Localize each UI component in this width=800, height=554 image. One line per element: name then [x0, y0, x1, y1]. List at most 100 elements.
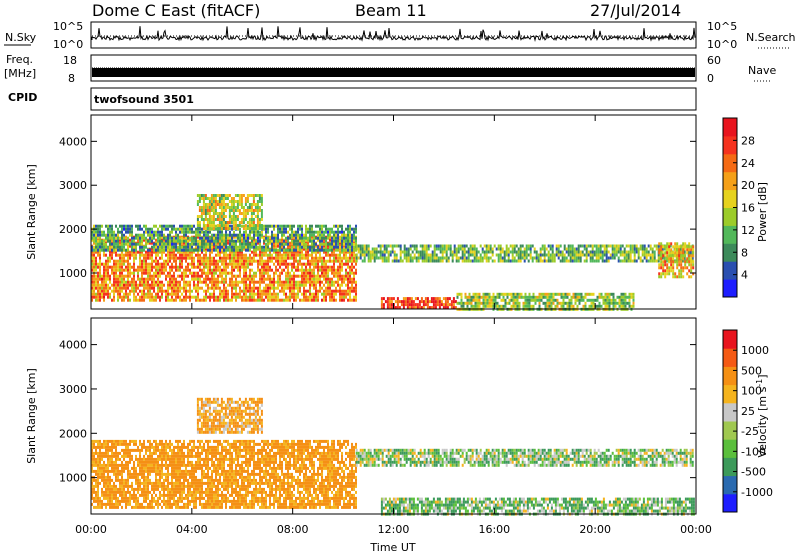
power-cell [267, 236, 269, 240]
power-cell [129, 233, 131, 237]
power-cell [478, 304, 481, 308]
power-cell [275, 280, 277, 284]
power-cell [157, 280, 159, 284]
power-cell [250, 206, 253, 209]
power-cell [409, 247, 412, 251]
power-cell [560, 292, 563, 296]
power-cell [208, 212, 211, 215]
power-cell [299, 259, 301, 263]
power-cell [399, 253, 402, 257]
power-cell [649, 256, 652, 260]
power-cell [299, 283, 301, 287]
power-cell [471, 250, 474, 254]
power-cell [117, 280, 119, 284]
power-cell [255, 242, 257, 246]
power-cell [238, 200, 241, 203]
power-cell [259, 298, 261, 302]
power-cell [234, 209, 237, 212]
power-cell [198, 206, 201, 209]
power-cell [229, 283, 231, 287]
power-cell [639, 244, 642, 248]
power-cell [261, 235, 263, 239]
power-cell [595, 244, 598, 248]
power-cell [289, 286, 291, 290]
power-cell [187, 248, 189, 252]
power-cell [109, 274, 111, 278]
power-cell [239, 259, 241, 263]
power-cell [279, 256, 281, 260]
power-cell [386, 297, 389, 301]
power-cell [573, 247, 576, 251]
power-cell [117, 286, 119, 290]
power-cell [209, 268, 211, 272]
power-cell [559, 244, 562, 248]
power-cell [321, 256, 323, 260]
power-cell [341, 292, 343, 296]
power-cell [252, 200, 255, 203]
power-cell [95, 268, 97, 272]
power-cell [660, 242, 663, 246]
power-cell [193, 242, 195, 246]
power-cell [490, 298, 493, 302]
power-cell [457, 247, 460, 251]
power-cell [337, 248, 339, 252]
power-cell [214, 209, 217, 212]
power-cell [299, 250, 301, 254]
power-cell [295, 256, 297, 260]
power-cell [285, 227, 287, 231]
power-cell [501, 259, 504, 263]
power-cell [169, 277, 171, 281]
power-cell [215, 286, 217, 290]
power-cell [383, 244, 386, 248]
power-cell [311, 224, 313, 228]
power-cell [215, 271, 217, 275]
power-cell [109, 292, 111, 296]
power-cell [127, 224, 129, 228]
power-cell [476, 298, 479, 302]
power-cell [664, 245, 667, 249]
power-cell [271, 295, 273, 299]
power-cell [347, 227, 349, 231]
power-cell [191, 242, 193, 246]
power-cell [301, 271, 303, 275]
power-cell [129, 244, 131, 248]
power-cell [353, 238, 355, 242]
power-cell [508, 292, 511, 296]
power-cell [605, 253, 608, 257]
power-cell [473, 256, 476, 260]
power-cell [592, 301, 595, 305]
power-cell [218, 197, 221, 200]
power-cell [217, 245, 219, 249]
power-cell [499, 256, 502, 260]
power-cell [532, 298, 535, 302]
power-cell [614, 301, 617, 305]
power-cell [229, 250, 231, 254]
power-cell [219, 298, 221, 302]
power-cell [327, 250, 329, 254]
power-cell [256, 221, 259, 224]
power-cell [582, 298, 585, 302]
power-cell [202, 203, 205, 206]
power-cell [299, 289, 301, 293]
power-cell [233, 283, 235, 287]
power-cell [265, 238, 267, 242]
power-cell [256, 209, 259, 212]
power-cell [223, 265, 225, 269]
power-cell [383, 253, 386, 257]
power-cell [271, 298, 273, 302]
power-cell [567, 250, 570, 254]
power-cell [339, 224, 341, 228]
power-cell [183, 271, 185, 275]
power-cell [628, 301, 631, 305]
power-cell [301, 274, 303, 278]
power-cell [159, 230, 161, 234]
power-cell [293, 248, 295, 252]
power-cell [218, 212, 221, 215]
power-cell [305, 295, 307, 299]
power-cell [145, 238, 147, 242]
power-cell [263, 224, 265, 228]
power-cell [105, 259, 107, 263]
power-cell [619, 250, 622, 254]
power-cell [293, 262, 295, 266]
power-cell [554, 292, 557, 296]
